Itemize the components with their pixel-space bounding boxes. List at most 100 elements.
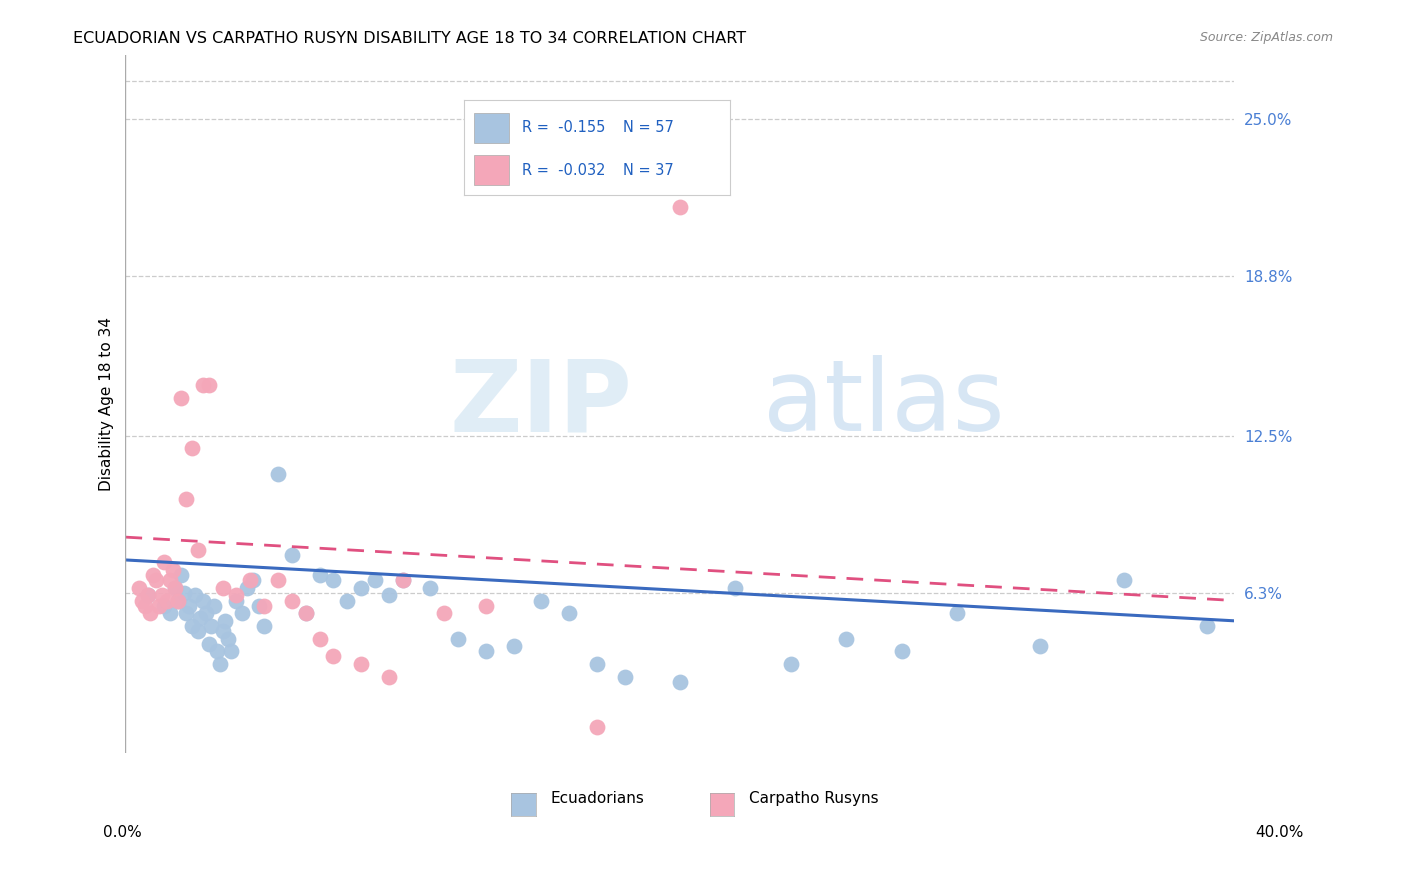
- Text: Ecuadorians: Ecuadorians: [550, 790, 644, 805]
- Point: [322, 573, 344, 587]
- Point: [197, 378, 219, 392]
- Point: [267, 467, 290, 481]
- Point: [176, 606, 198, 620]
- Text: Carpatho Rusyns: Carpatho Rusyns: [749, 790, 879, 805]
- Point: [131, 593, 153, 607]
- Point: [247, 599, 270, 613]
- Text: atlas: atlas: [763, 355, 1005, 452]
- Point: [835, 632, 858, 646]
- Point: [391, 573, 413, 587]
- Point: [188, 611, 211, 625]
- Point: [211, 581, 233, 595]
- Point: [890, 644, 912, 658]
- Point: [170, 391, 193, 405]
- Point: [148, 599, 170, 613]
- Point: [139, 606, 162, 620]
- Point: [187, 624, 209, 638]
- Point: [1112, 573, 1135, 587]
- Point: [194, 606, 217, 620]
- Point: [294, 606, 316, 620]
- Point: [197, 637, 219, 651]
- Point: [475, 644, 498, 658]
- Point: [239, 573, 262, 587]
- Point: [294, 606, 316, 620]
- Point: [267, 573, 290, 587]
- Point: [181, 619, 204, 633]
- Point: [136, 589, 159, 603]
- Point: [200, 619, 222, 633]
- Point: [585, 720, 607, 734]
- Point: [176, 491, 198, 506]
- Point: [1195, 619, 1218, 633]
- Point: [558, 606, 581, 620]
- Point: [236, 581, 259, 595]
- Point: [179, 599, 201, 613]
- Point: [219, 644, 242, 658]
- Point: [153, 599, 176, 613]
- Point: [153, 556, 176, 570]
- Point: [208, 657, 231, 671]
- Point: [167, 593, 190, 607]
- Point: [159, 606, 181, 620]
- Point: [202, 599, 225, 613]
- Point: [669, 200, 692, 214]
- Point: [281, 548, 304, 562]
- Text: 0.0%: 0.0%: [103, 825, 142, 840]
- Point: [433, 606, 456, 620]
- Point: [308, 632, 330, 646]
- Point: [1029, 639, 1052, 653]
- Point: [205, 644, 228, 658]
- Point: [530, 593, 553, 607]
- Point: [350, 657, 373, 671]
- Point: [336, 593, 359, 607]
- Point: [211, 624, 233, 638]
- Point: [231, 606, 253, 620]
- Point: [225, 593, 247, 607]
- Point: [181, 442, 204, 456]
- Point: [502, 639, 524, 653]
- Point: [165, 581, 187, 595]
- Point: [322, 649, 344, 664]
- Point: [145, 573, 167, 587]
- Point: [167, 593, 190, 607]
- Point: [142, 568, 165, 582]
- Point: [150, 589, 173, 603]
- Point: [173, 586, 195, 600]
- Point: [159, 573, 181, 587]
- Point: [475, 599, 498, 613]
- Point: [156, 593, 179, 607]
- Point: [187, 542, 209, 557]
- Point: [378, 589, 401, 603]
- Point: [162, 563, 184, 577]
- Point: [165, 581, 187, 595]
- Point: [184, 589, 207, 603]
- Point: [170, 568, 193, 582]
- Point: [225, 589, 247, 603]
- Point: [669, 674, 692, 689]
- Point: [780, 657, 803, 671]
- Point: [281, 593, 304, 607]
- Point: [391, 573, 413, 587]
- Point: [585, 657, 607, 671]
- Point: [253, 619, 276, 633]
- Point: [724, 581, 747, 595]
- Text: Source: ZipAtlas.com: Source: ZipAtlas.com: [1199, 31, 1333, 45]
- Text: 40.0%: 40.0%: [1256, 825, 1303, 840]
- Point: [447, 632, 470, 646]
- Text: ECUADORIAN VS CARPATHO RUSYN DISABILITY AGE 18 TO 34 CORRELATION CHART: ECUADORIAN VS CARPATHO RUSYN DISABILITY …: [73, 31, 747, 46]
- Point: [191, 378, 214, 392]
- Point: [350, 581, 373, 595]
- Point: [217, 632, 239, 646]
- Point: [419, 581, 441, 595]
- Point: [946, 606, 969, 620]
- Point: [378, 670, 401, 684]
- Point: [253, 599, 276, 613]
- Point: [134, 599, 156, 613]
- Point: [364, 573, 387, 587]
- Point: [613, 670, 636, 684]
- Text: ZIP: ZIP: [450, 355, 633, 452]
- Point: [191, 593, 214, 607]
- Point: [214, 614, 236, 628]
- Point: [128, 581, 150, 595]
- Point: [308, 568, 330, 582]
